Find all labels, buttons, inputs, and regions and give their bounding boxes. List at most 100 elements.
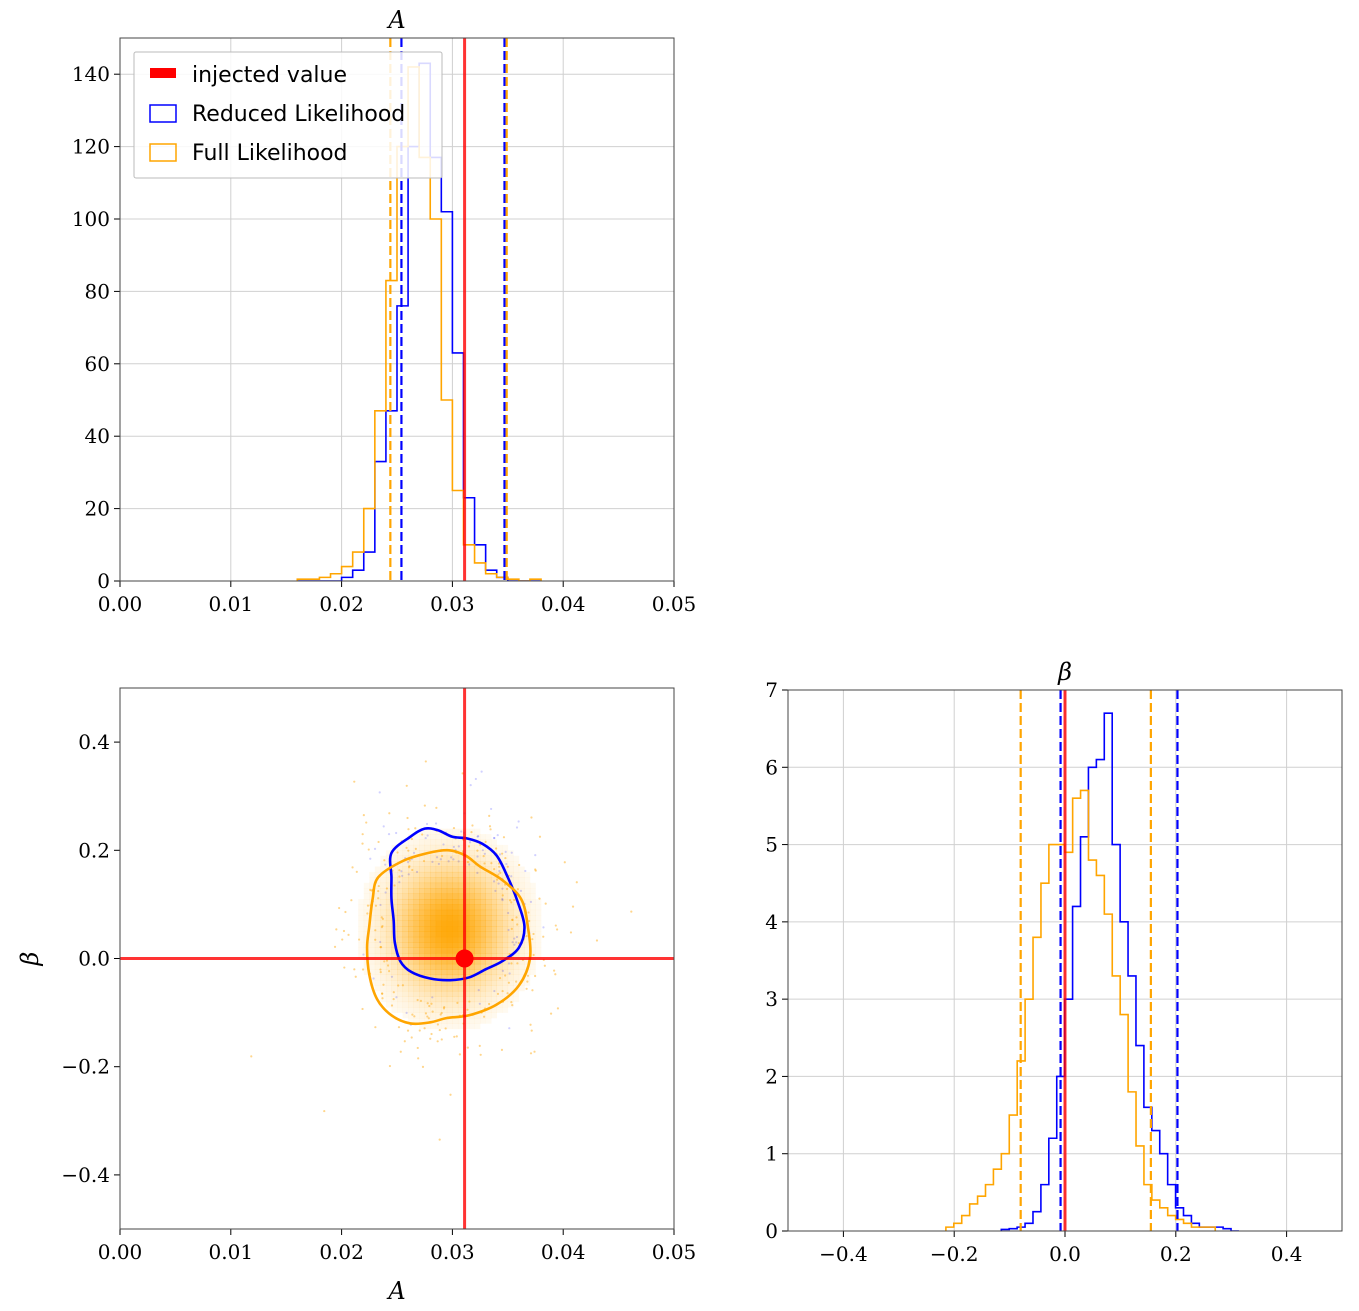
sample-point <box>407 828 410 831</box>
density-cell <box>469 909 475 916</box>
sample-point <box>534 869 537 872</box>
density-cell <box>385 861 392 867</box>
density-cell <box>430 909 437 916</box>
histogram-bin <box>1096 875 1104 1231</box>
histogram-bin <box>419 157 430 581</box>
sample-point <box>374 929 377 932</box>
density-cell <box>424 888 431 894</box>
density-cell <box>408 980 414 986</box>
density-cell <box>496 947 503 954</box>
sample-point <box>460 830 463 833</box>
sample-point <box>419 999 423 1002</box>
histogram-bin <box>364 509 375 581</box>
axes-joint_A_beta: 0.00 0.01 0.02 0.03 0.04 0.05 −0.4 −0.2 0.0 0.2 0.… <box>16 687 697 1305</box>
density-cell <box>435 904 442 911</box>
histogram-bin <box>1160 1154 1168 1231</box>
legend: injected value Reduced Likelihood Full Lik… <box>133 51 443 179</box>
sample-point <box>354 975 357 978</box>
histogram-bin <box>1136 1046 1144 1231</box>
density-cell <box>413 898 420 905</box>
density-cell <box>518 866 525 873</box>
sample-point <box>476 871 479 874</box>
density-cell <box>408 926 414 932</box>
sample-point <box>525 935 528 938</box>
density-cell <box>374 926 381 932</box>
density-cell <box>469 866 475 873</box>
sample-point <box>492 836 496 840</box>
sample-point <box>526 980 529 983</box>
density-cell <box>446 1012 453 1019</box>
density-cell <box>413 947 420 954</box>
density-cell <box>380 877 387 884</box>
density-cell <box>469 834 475 840</box>
density-cell <box>380 888 387 894</box>
sample-point <box>377 840 380 844</box>
density-cell <box>513 969 520 976</box>
density-cell <box>502 909 509 916</box>
density-cell <box>397 953 403 959</box>
density-cell <box>419 942 425 948</box>
density-cell <box>380 904 387 911</box>
sample-point <box>397 984 400 987</box>
density-cell <box>474 953 481 959</box>
density-cell <box>441 985 448 992</box>
density-cell <box>385 877 392 884</box>
density-cell <box>380 882 387 889</box>
density-cell <box>474 926 481 932</box>
density-cell <box>363 893 370 900</box>
density-cell <box>385 855 392 862</box>
density-cell <box>502 963 509 970</box>
sample-point <box>434 822 438 825</box>
x-tick-label: 0.05 <box>652 1240 697 1264</box>
density-cell <box>469 1007 475 1013</box>
density-cell <box>463 877 470 884</box>
density-cell <box>380 936 387 943</box>
sample-point <box>468 1000 471 1003</box>
density-cell <box>358 926 365 932</box>
density-cell <box>413 996 420 1003</box>
density-cell <box>507 866 514 873</box>
density-cell <box>524 882 531 889</box>
sample-point <box>390 1004 394 1007</box>
density-cell <box>446 974 453 981</box>
density-cell <box>391 850 398 857</box>
density-cell <box>385 882 392 889</box>
density-cell <box>496 915 503 921</box>
density-cell <box>457 839 464 846</box>
density-cell <box>485 926 492 932</box>
density-cell <box>419 1007 425 1013</box>
density-cell <box>474 947 481 954</box>
y-tick-label: 6 <box>765 755 778 779</box>
density-cell <box>452 877 459 884</box>
density-cell <box>496 893 503 900</box>
density-cell <box>385 871 392 878</box>
density-cell <box>529 963 536 970</box>
density-cell <box>513 904 520 911</box>
density-cell <box>452 996 459 1003</box>
density-cell <box>452 882 459 889</box>
density-cell <box>457 893 464 900</box>
density-cell <box>452 926 459 932</box>
density-cell <box>507 893 514 900</box>
density-cell <box>408 888 414 894</box>
sample-point <box>333 945 337 948</box>
sample-point <box>497 873 500 876</box>
y-tick-label: 2 <box>765 1064 778 1088</box>
sample-point <box>415 870 419 874</box>
density-cell <box>485 861 492 867</box>
density-cell <box>419 985 425 992</box>
density-cell <box>430 1001 437 1008</box>
density-cell <box>441 861 448 867</box>
sample-point <box>495 847 498 850</box>
x-axis-label: A <box>386 1277 405 1305</box>
density-cell <box>452 828 459 835</box>
density-cell <box>474 974 481 981</box>
density-cell <box>474 931 481 938</box>
density-cell <box>419 861 425 867</box>
density-cell <box>374 920 381 927</box>
sample-point <box>381 917 385 920</box>
density-cell <box>502 947 509 954</box>
density-cell <box>474 882 481 889</box>
density-cell <box>419 828 425 835</box>
sample-point <box>455 1035 458 1038</box>
